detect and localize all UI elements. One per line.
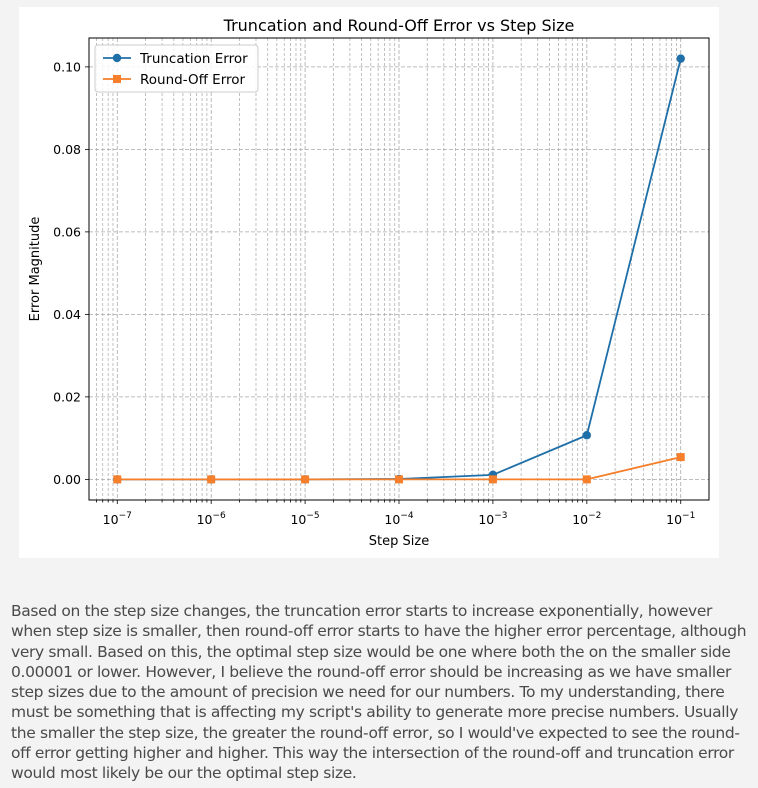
figure-panel: 10−7 10−6 10−5 10−4 10−3 10−2 10−1 0.00 0.02 0.04… xyxy=(19,7,719,558)
chart: 10−7 10−6 10−5 10−4 10−3 10−2 10−1 0.00 0.02 0.04… xyxy=(19,7,719,558)
y-tick-label: 0.06 xyxy=(53,224,81,239)
x-tick-label: 10−2 xyxy=(572,511,601,527)
round-off-error-point xyxy=(207,475,216,484)
legend-label-round-off-error: Round-Off Error xyxy=(140,72,246,88)
y-tick-label: 0.10 xyxy=(53,59,81,74)
y-tick-label: 0.04 xyxy=(53,307,81,322)
round-off-error-point xyxy=(582,475,591,484)
y-tick-label: 0.08 xyxy=(53,142,81,157)
y-axis-label: Error Magnitude xyxy=(28,217,43,322)
y-tick-label: 0.00 xyxy=(53,472,81,487)
series-layer xyxy=(113,54,685,484)
x-axis-label: Step Size xyxy=(369,534,429,549)
round-off-error-point xyxy=(488,475,497,484)
tick-layer: 10−7 10−6 10−5 10−4 10−3 10−2 10−1 0.00 0.02 0.04… xyxy=(53,59,695,527)
truncation-error-point xyxy=(676,54,685,63)
legend: Truncation Error Round-Off Error xyxy=(94,44,259,93)
x-tick-label: 10−6 xyxy=(197,511,226,527)
legend-box xyxy=(94,44,259,93)
x-tick-label: 10−3 xyxy=(478,511,507,527)
round-off-error-point xyxy=(676,453,685,462)
round-off-error-point xyxy=(301,475,310,484)
legend-marker-truncation-error xyxy=(112,53,122,63)
round-off-error-point xyxy=(395,475,403,484)
y-tick-label: 0.02 xyxy=(53,389,81,404)
legend-label-truncation-error: Truncation Error xyxy=(139,51,248,67)
legend-marker-round-off-error xyxy=(113,75,121,83)
x-tick-label: 10−7 xyxy=(103,511,132,527)
truncation-error-point xyxy=(582,431,592,440)
chart-background xyxy=(19,7,719,558)
x-tick-label: 10−1 xyxy=(666,511,695,527)
x-tick-label: 10−5 xyxy=(290,511,319,527)
explanation-paragraph: Based on the step size changes, the trun… xyxy=(11,602,747,783)
round-off-error-point xyxy=(113,475,122,484)
chart-title: Truncation and Round-Off Error vs Step S… xyxy=(223,16,575,35)
x-tick-label: 10−4 xyxy=(384,511,413,527)
